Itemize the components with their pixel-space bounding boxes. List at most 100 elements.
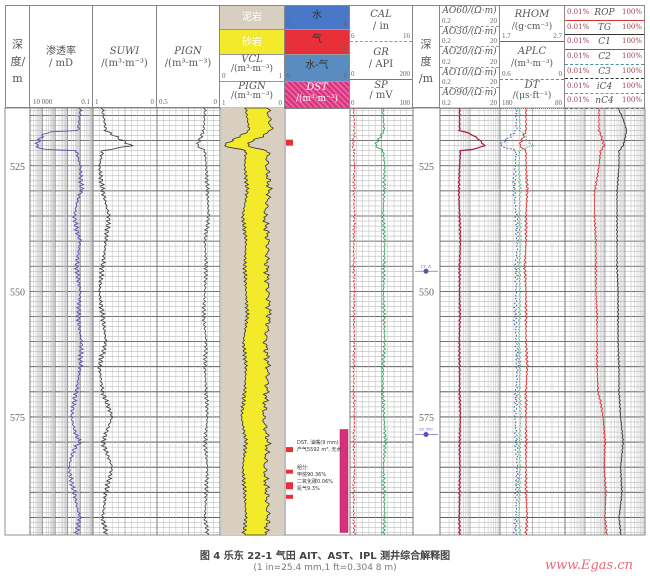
ao-scale-right: 20 bbox=[490, 78, 497, 87]
track-border bbox=[564, 107, 646, 536]
gr-curve bbox=[374, 107, 388, 536]
gas-zone-marker bbox=[286, 494, 293, 499]
dst-interval bbox=[339, 429, 349, 533]
fluid-scale-min: 0 bbox=[287, 20, 291, 28]
gas-legend-row: 0.01% TG 100% bbox=[565, 21, 644, 36]
ao-scale-left: 0.2 bbox=[442, 78, 451, 87]
fluid-scale-min: 0 bbox=[287, 72, 291, 80]
perm-title: 渗透率 bbox=[46, 46, 76, 57]
aplc-title: APLC bbox=[517, 46, 547, 57]
pign-unit: /(m³·m⁻³) bbox=[164, 58, 212, 69]
aplc-scale-right: 0 bbox=[558, 70, 563, 78]
ao-header: AO60/(Ω·m) 0.2 20 AO30/(Ω·m) 0.2 20 AO20/(Ω·m)… bbox=[440, 5, 500, 109]
gr-scale-left: 0 bbox=[351, 70, 355, 78]
gas-scale-right: 100% bbox=[621, 8, 642, 16]
composition-annotation: 组分: bbox=[297, 465, 309, 471]
legend-sandstone: 砂岩 bbox=[220, 30, 284, 55]
gas-title: C3 bbox=[598, 66, 611, 77]
cal-scale-left: 6 bbox=[351, 32, 355, 40]
gas-scale-right: 100% bbox=[621, 66, 642, 75]
legend-gas: 气 0 8 bbox=[285, 30, 349, 55]
litho-pign-scale-right: 0 bbox=[278, 99, 283, 107]
depth-track-border bbox=[4, 107, 31, 536]
ao-scale-right: 20 bbox=[490, 57, 497, 66]
aplc-unit: /(m³·m⁻³) bbox=[511, 59, 553, 69]
dt-curve bbox=[517, 107, 535, 536]
ao-title: AO90/(Ω·m) bbox=[442, 88, 497, 99]
gas-title: TG bbox=[597, 22, 612, 33]
ao-scale-left: 0.2 bbox=[442, 57, 451, 66]
dt-title: DT bbox=[524, 80, 540, 91]
legend-dst: DST /(m³·m⁻³) bbox=[285, 82, 349, 109]
gas-zone-marker bbox=[286, 482, 293, 490]
vcl-scale-left: 0 bbox=[222, 72, 226, 80]
pign-header: PIGN /(m³·m⁻³) 0.5 0 bbox=[157, 5, 220, 108]
pign-scale-left: 0.5 bbox=[159, 98, 168, 106]
figure-caption-note: (1 in=25.4 mm,1 ft=0.304 8 m) bbox=[253, 563, 397, 573]
depth-header: 深度/m bbox=[5, 5, 30, 108]
suwi-unit: /(m³·m⁻³) bbox=[101, 58, 148, 69]
sp-scale-left: 0 bbox=[351, 99, 355, 107]
litho-header: 泥岩 砂岩 VCL /(m³·m⁻³) 0 1 PIGN /(m³·m⁻³) 1… bbox=[220, 5, 285, 109]
cal-unit: / in bbox=[372, 21, 390, 32]
ao-legend-row: AO10/(Ω·m) 0.2 20 bbox=[440, 68, 499, 89]
formation-marker bbox=[423, 432, 429, 438]
rop-curve bbox=[593, 107, 608, 536]
depth-label: /m bbox=[418, 72, 434, 85]
perm-scale-left: 10 000 bbox=[33, 98, 53, 106]
gas-legend-row: 0.01% C1 100% bbox=[565, 35, 644, 51]
gas-scale-left: 0.01% bbox=[567, 66, 590, 75]
fluid-scale-min: 0 bbox=[287, 45, 291, 53]
tg-curve bbox=[615, 107, 627, 536]
gas-scale-right: 100% bbox=[621, 81, 642, 90]
depth-axis-label: 深度/m bbox=[10, 38, 26, 85]
gr-scale-right: 200 bbox=[399, 70, 411, 78]
sp-unit: / mV bbox=[369, 90, 393, 101]
litho-pign-title: PIGN bbox=[238, 81, 266, 92]
vcl-unit: /(m³·m⁻³) bbox=[231, 64, 273, 74]
ao-scale-left: 0.2 bbox=[442, 98, 451, 107]
ao-scale-left: 0.2 bbox=[442, 37, 451, 46]
gr-legend: GR / API 0 200 bbox=[350, 42, 412, 80]
gas-legend-row: 0.01% ROP 100% bbox=[565, 6, 644, 21]
gas-scale-left: 0.01% bbox=[567, 22, 590, 31]
dt-scale-right: 80 bbox=[555, 99, 562, 107]
aplc-scale-left: 0.6 bbox=[502, 70, 511, 78]
marker-label: LY_A bbox=[421, 263, 431, 268]
composition-annotation: 二氧化碳0.06% bbox=[297, 479, 333, 485]
gas-scale-right: 100% bbox=[621, 52, 642, 61]
ao-legend-row: AO90/(Ω·m) 0.2 20 bbox=[440, 88, 499, 109]
gas-zone-marker bbox=[286, 469, 293, 474]
gas-legend-row: 0.01% C3 100% bbox=[565, 65, 644, 80]
depth-label: 深 bbox=[420, 38, 432, 51]
rhom-scale-right: 2.7 bbox=[553, 32, 562, 40]
fluid-scale-max: 8 bbox=[343, 20, 348, 28]
pign-curve bbox=[195, 107, 211, 536]
dt-unit: /(μs·ft⁻¹) bbox=[512, 91, 552, 101]
dst-annotation: DST, 油嘴(9 mm) bbox=[297, 440, 339, 446]
legend-water-gas-label: 水-气 bbox=[305, 60, 329, 71]
watermark: www.Egas.cn bbox=[545, 558, 633, 573]
depth-track-border bbox=[412, 107, 441, 536]
cal-curve bbox=[351, 107, 357, 536]
gr-unit: / API bbox=[368, 59, 394, 70]
dt-legend: DT /(μs·ft⁻¹) 180 80 bbox=[500, 80, 564, 109]
gas-scale-right: 100% bbox=[621, 96, 642, 105]
vcl-title: VCL bbox=[241, 54, 263, 65]
suwi-curve bbox=[97, 107, 134, 536]
fluid-scale-max: 8 bbox=[343, 72, 348, 80]
legend-water-gas: 水-气 0 8 bbox=[285, 55, 349, 82]
permeability-curve bbox=[34, 107, 85, 536]
ao-title: AO20/(Ω·m) bbox=[442, 47, 497, 58]
marker-label: LY_DU bbox=[419, 427, 433, 432]
ao-scale-right: 20 bbox=[490, 16, 497, 25]
vcl-legend: VCL /(m³·m⁻³) 0 1 bbox=[220, 55, 284, 82]
dst-unit: /(m³·m⁻³) bbox=[296, 94, 338, 104]
rhom-curve bbox=[518, 107, 530, 536]
perm-header: 渗透率 / mD 10 000 0.1 bbox=[30, 5, 93, 108]
depth-tick-label: 550 bbox=[10, 287, 25, 298]
gas-scale-left: 0.01% bbox=[567, 96, 590, 105]
aplc-legend: APLC /(m³·m⁻³) 0.6 0 bbox=[500, 42, 564, 80]
pign-title: PIGN bbox=[174, 46, 202, 57]
